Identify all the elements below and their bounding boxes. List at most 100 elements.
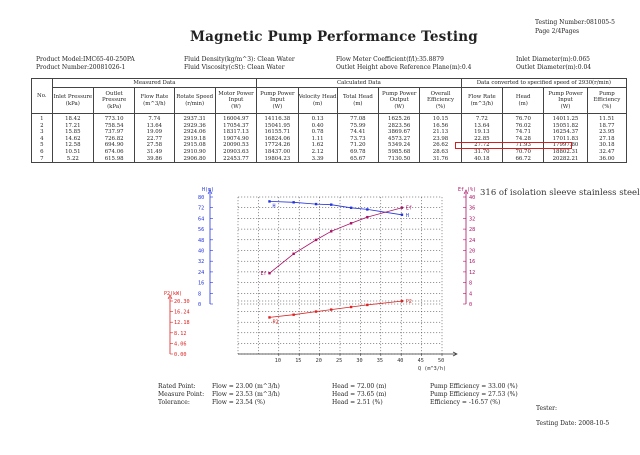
- table-cell: 17054.37: [214, 122, 258, 130]
- table-cell: 22453.77: [214, 155, 258, 164]
- column-header-unit: (m): [353, 100, 363, 107]
- table-cell: 737.97: [92, 129, 136, 136]
- ef-axis-label: Ef (%): [458, 187, 476, 193]
- table-cell: 11.51: [586, 113, 628, 123]
- table-cell: 16824.06: [256, 135, 299, 143]
- data-point-h: [400, 213, 404, 216]
- table-cell: 20903.63: [214, 148, 258, 156]
- data-point-p2: [268, 316, 271, 319]
- table-cell: 20282.21: [543, 155, 588, 164]
- inlet-diameter: Inlet Diameter(m):0.065: [516, 56, 590, 63]
- column-header-name: Outlet Pressure: [102, 90, 127, 104]
- table-cell: 19074.90: [214, 135, 258, 143]
- outlet-diameter: Outlet Diameter(m):0.04: [516, 64, 592, 71]
- table-cell: 14116.38: [256, 113, 299, 123]
- ef-end-label: Ef: [406, 206, 412, 212]
- x-axis-tick-label: 10: [275, 358, 281, 364]
- column-header: Pump Power Output (W): [378, 87, 421, 114]
- x-axis-tick-label: 40: [397, 358, 403, 364]
- column-header-name: Rotate Speed: [176, 93, 214, 100]
- data-point-p2: [349, 305, 353, 309]
- table-cell: 17997.80: [543, 142, 588, 149]
- table-cell: 10.15: [419, 113, 462, 123]
- h-axis-tick-label: 56: [198, 227, 204, 233]
- performance-table: No. Measured Data Calculated Data Data c…: [31, 78, 628, 164]
- table-row: 5 12.58 694.90 27.58 2915.08 20090.53 17724.26…: [31, 142, 628, 149]
- table-row: 4 14.62 726.82 22.77 2919.18 19074.90 16824.06…: [31, 135, 628, 143]
- page-number: Page 2/4Pages: [535, 28, 580, 35]
- column-header-name: Velocity Head: [298, 93, 337, 100]
- data-point-h: [314, 202, 318, 206]
- column-header: Head (m): [501, 87, 545, 114]
- series-line-p2: [269, 300, 402, 318]
- table-cell: 27.18: [586, 135, 628, 143]
- table-cell: 726.82: [92, 135, 136, 143]
- h-axis-tick-label: 64: [198, 216, 204, 222]
- column-header-name: Head: [515, 93, 531, 100]
- h-axis-tick-label: 32: [198, 259, 204, 265]
- ef-start-label: Ef: [260, 271, 266, 277]
- tolerance-flow: Flow = 23.54 (%): [212, 399, 266, 406]
- column-header-unit: (m): [518, 100, 528, 107]
- p-start-label: P2: [272, 319, 278, 325]
- measure-point-label: Measure Point:: [158, 391, 205, 398]
- column-header-unit: (m): [312, 100, 323, 107]
- column-header: Pump Power Input (W): [543, 87, 588, 114]
- column-header: Motor Power Input (W): [214, 87, 258, 114]
- column-header: Total Head (m): [336, 87, 380, 114]
- column-header-name: Pump Efficiency: [593, 90, 621, 104]
- table-cell: 16254.37: [543, 129, 588, 136]
- table-cell: 16.56: [419, 122, 462, 130]
- measure-head: Head = 73.65 (m): [332, 391, 387, 398]
- table-row: 1 18.42 773.10 7.74 2937.31 16004.97 14116.38 0…: [31, 113, 628, 123]
- column-header-unit: (%): [602, 103, 612, 110]
- ef-axis-tick-label: 4: [469, 291, 472, 297]
- h-axis-tick-label: 16: [198, 281, 204, 287]
- p-axis-tick-label: 8.12: [174, 331, 187, 337]
- table-cell: 15051.82: [543, 122, 588, 130]
- data-point-p2: [400, 299, 404, 303]
- table-cell: 21.13: [419, 129, 462, 136]
- table-row: 3 15.85 737.97 19.09 2924.06 18317.13 16155.71…: [31, 129, 628, 136]
- table-cell: 28.63: [419, 148, 462, 156]
- ef-axis-tick-label: 32: [469, 216, 475, 222]
- x-axis-arrow: [452, 351, 458, 357]
- series-line-ef: [269, 207, 403, 274]
- page-title: Magnetic Pump Performance Testing: [190, 29, 478, 45]
- x-axis-tick-label: 20: [316, 358, 322, 364]
- table-cell: 18317.13: [214, 129, 258, 136]
- h-axis-tick-label: 72: [198, 206, 204, 212]
- table-cell: 23.95: [586, 129, 628, 136]
- ef-axis-tick-label: 16: [469, 259, 475, 265]
- data-point-ef: [366, 215, 369, 219]
- data-point-p2: [330, 308, 333, 311]
- column-header-name: Inlet Pressure: [53, 93, 93, 100]
- table-cell: 32.47: [586, 148, 628, 156]
- tolerance-efficiency: Efficiency = -16.57 (%): [430, 399, 501, 406]
- data-point-ef: [349, 222, 353, 225]
- measure-flow: Flow = 23.53 (m^3/h): [212, 391, 280, 398]
- column-header-name: Pump Power Output: [381, 90, 417, 104]
- table-cell: 18437.00: [256, 148, 299, 156]
- table-cell: 16004.97: [214, 113, 258, 123]
- column-header-unit: (W): [231, 103, 241, 110]
- tolerance-label: Tolerance:: [158, 399, 190, 406]
- ef-axis-tick-label: 24: [469, 238, 475, 244]
- testing-date: Testing Date: 2008-10-5: [536, 420, 610, 427]
- column-header-unit: (m^3/h): [470, 100, 494, 107]
- data-point-ef: [292, 252, 295, 255]
- table-cell: 30.18: [586, 142, 628, 149]
- column-header-name: Overall Efficiency: [427, 90, 454, 104]
- table-cell: 14011.25: [543, 113, 588, 123]
- column-header: Outlet Pressure (kPa): [92, 87, 136, 114]
- table-cell: 15041.95: [256, 122, 299, 130]
- table-row: 6 10.51 674.06 31.49 2910.90 20903.63 18437.00…: [31, 148, 628, 156]
- data-point-ef: [400, 206, 404, 209]
- product-number: Product Number:20081026-1: [36, 64, 126, 71]
- table-row: 2 17.21 758.54 13.64 2929.36 17054.37 15041.95…: [31, 122, 628, 130]
- p-axis-tick-label: 0.00: [174, 352, 187, 358]
- table-cell: 16155.71: [256, 129, 299, 136]
- rated-efficiency: Pump Efficiency = 33.00 (%): [430, 383, 518, 390]
